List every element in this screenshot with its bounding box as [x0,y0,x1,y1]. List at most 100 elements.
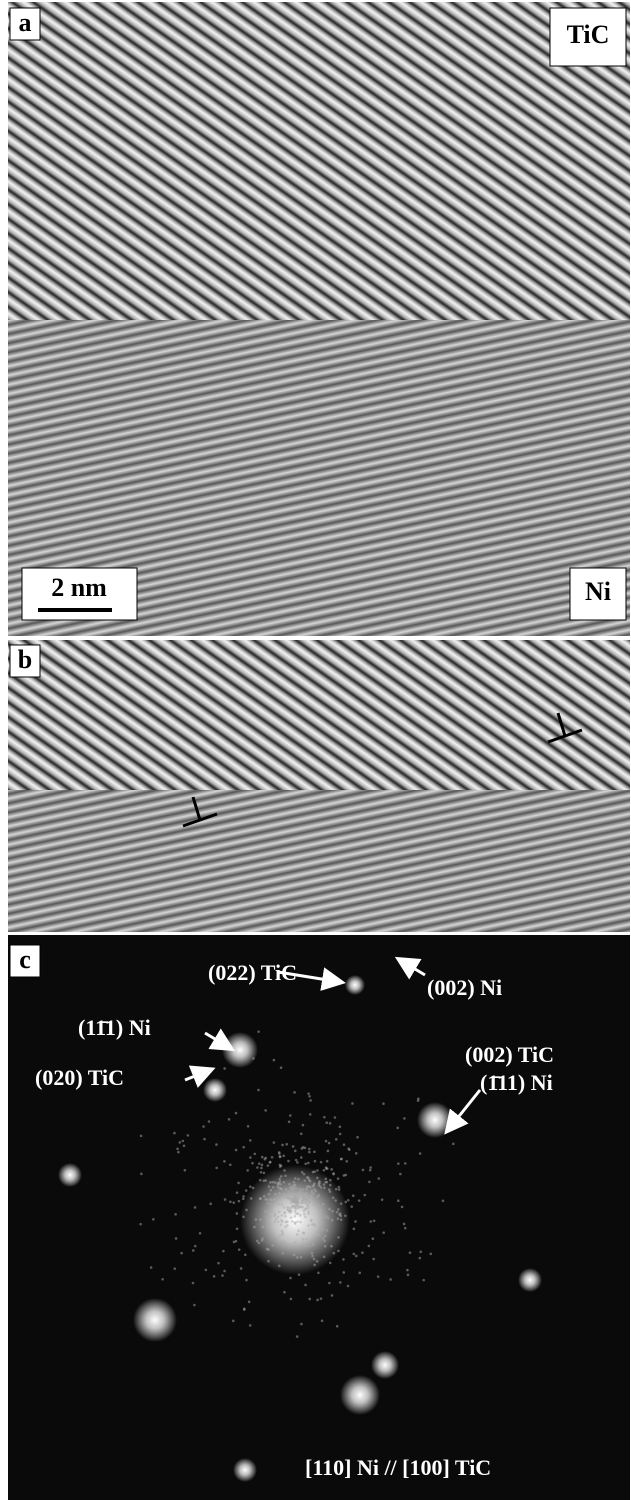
noise [182,1140,185,1143]
noise [270,1203,273,1206]
noise [396,1127,399,1130]
noise [302,1124,305,1127]
noise [323,1116,326,1119]
noise [238,1248,241,1251]
noise [337,1217,340,1220]
noise [339,1133,342,1136]
noise [336,1211,339,1214]
zone-axis: [110] Ni // [100] TiC [305,1455,491,1480]
noise [331,1294,334,1297]
noise [290,1216,293,1219]
noise [275,1218,278,1221]
noise [328,1142,331,1145]
noise [294,1215,297,1218]
noise [317,1271,320,1274]
diffraction-spot [345,975,365,995]
noise [310,1219,313,1222]
noise [327,1217,330,1220]
noise [213,1275,216,1278]
noise [309,1113,312,1116]
noise [253,1226,256,1229]
noise [296,1233,299,1236]
noise [334,1116,337,1119]
noise [266,1248,269,1251]
noise [308,1245,311,1248]
noise [293,1181,296,1184]
noise [326,1181,329,1184]
noise [329,1184,332,1187]
noise [308,1201,311,1204]
noise [287,1198,290,1201]
noise [238,1200,241,1203]
noise [305,1188,308,1191]
noise [417,1099,420,1102]
noise [311,1255,314,1258]
noise [177,1151,180,1154]
noise [298,1196,301,1199]
noise [340,1218,343,1221]
noise [249,1139,252,1142]
noise [285,1188,288,1191]
noise [403,1223,406,1226]
noise [260,1171,263,1174]
noise [312,1243,315,1246]
noise [215,1143,218,1146]
noise [294,1241,297,1244]
noise [274,1221,277,1224]
noise [279,1235,282,1238]
noise [178,1141,181,1144]
noise [245,1279,248,1282]
noise [313,1150,316,1153]
noise [308,1151,311,1154]
noise [372,1258,375,1261]
noise [152,1218,155,1221]
noise [192,1282,195,1285]
noise [269,1215,272,1218]
noise [368,1181,371,1184]
noise [323,1169,326,1172]
noise [283,1291,286,1294]
noise [347,1285,350,1288]
noise [314,1160,317,1163]
noise [409,1251,412,1254]
noise [307,1162,310,1165]
noise [340,1158,343,1161]
noise [277,1203,280,1206]
noise [320,1161,323,1164]
noise [229,1201,232,1204]
noise [242,1197,245,1200]
noise [281,1232,284,1235]
noise [288,1190,291,1193]
noise [174,1213,177,1216]
noise [318,1181,321,1184]
noise [279,1164,282,1167]
noise [337,1177,340,1180]
noise [370,1220,373,1223]
noise [249,1324,252,1327]
noise [273,1214,276,1217]
noise [289,1211,292,1214]
noise [323,1240,326,1243]
noise [268,1193,271,1196]
noise [256,1240,259,1243]
noise [244,1253,247,1256]
noise [300,1132,303,1135]
noise [313,1170,316,1173]
noise [306,1186,309,1189]
diffraction-spot [133,1298,177,1342]
noise [307,1207,310,1210]
noise [283,1193,286,1196]
noise [263,1172,266,1175]
noise [308,1095,311,1098]
noise [326,1160,329,1163]
noise [342,1271,345,1274]
noise [313,1224,316,1227]
noise [279,1180,282,1183]
noise [320,1297,323,1300]
noise [335,1138,338,1141]
noise [306,1203,309,1206]
phase-label: Ni [585,577,611,606]
noise [322,1237,325,1240]
noise [269,1161,272,1164]
noise [336,1325,339,1328]
